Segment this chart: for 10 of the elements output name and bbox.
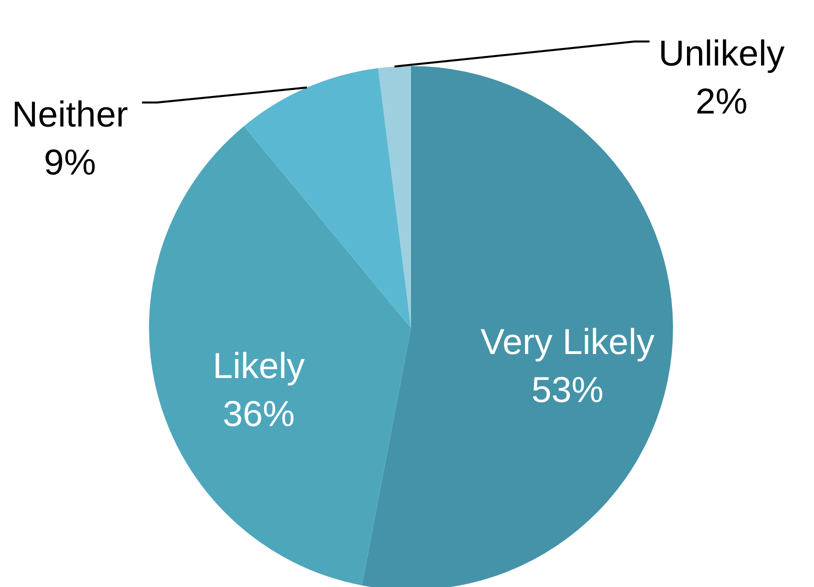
data-label: 9% — [44, 142, 96, 183]
data-label: 53% — [531, 368, 604, 410]
data-label: 36% — [222, 393, 295, 434]
pie-slice — [244, 68, 411, 328]
slice-label: Very Likely — [480, 320, 655, 362]
pie-slice — [378, 66, 411, 328]
slice-label: Likely — [212, 345, 305, 386]
data-label: 2% — [696, 80, 748, 122]
slice-label: Unlikely — [658, 32, 785, 74]
slice-label: Neither — [12, 94, 128, 135]
